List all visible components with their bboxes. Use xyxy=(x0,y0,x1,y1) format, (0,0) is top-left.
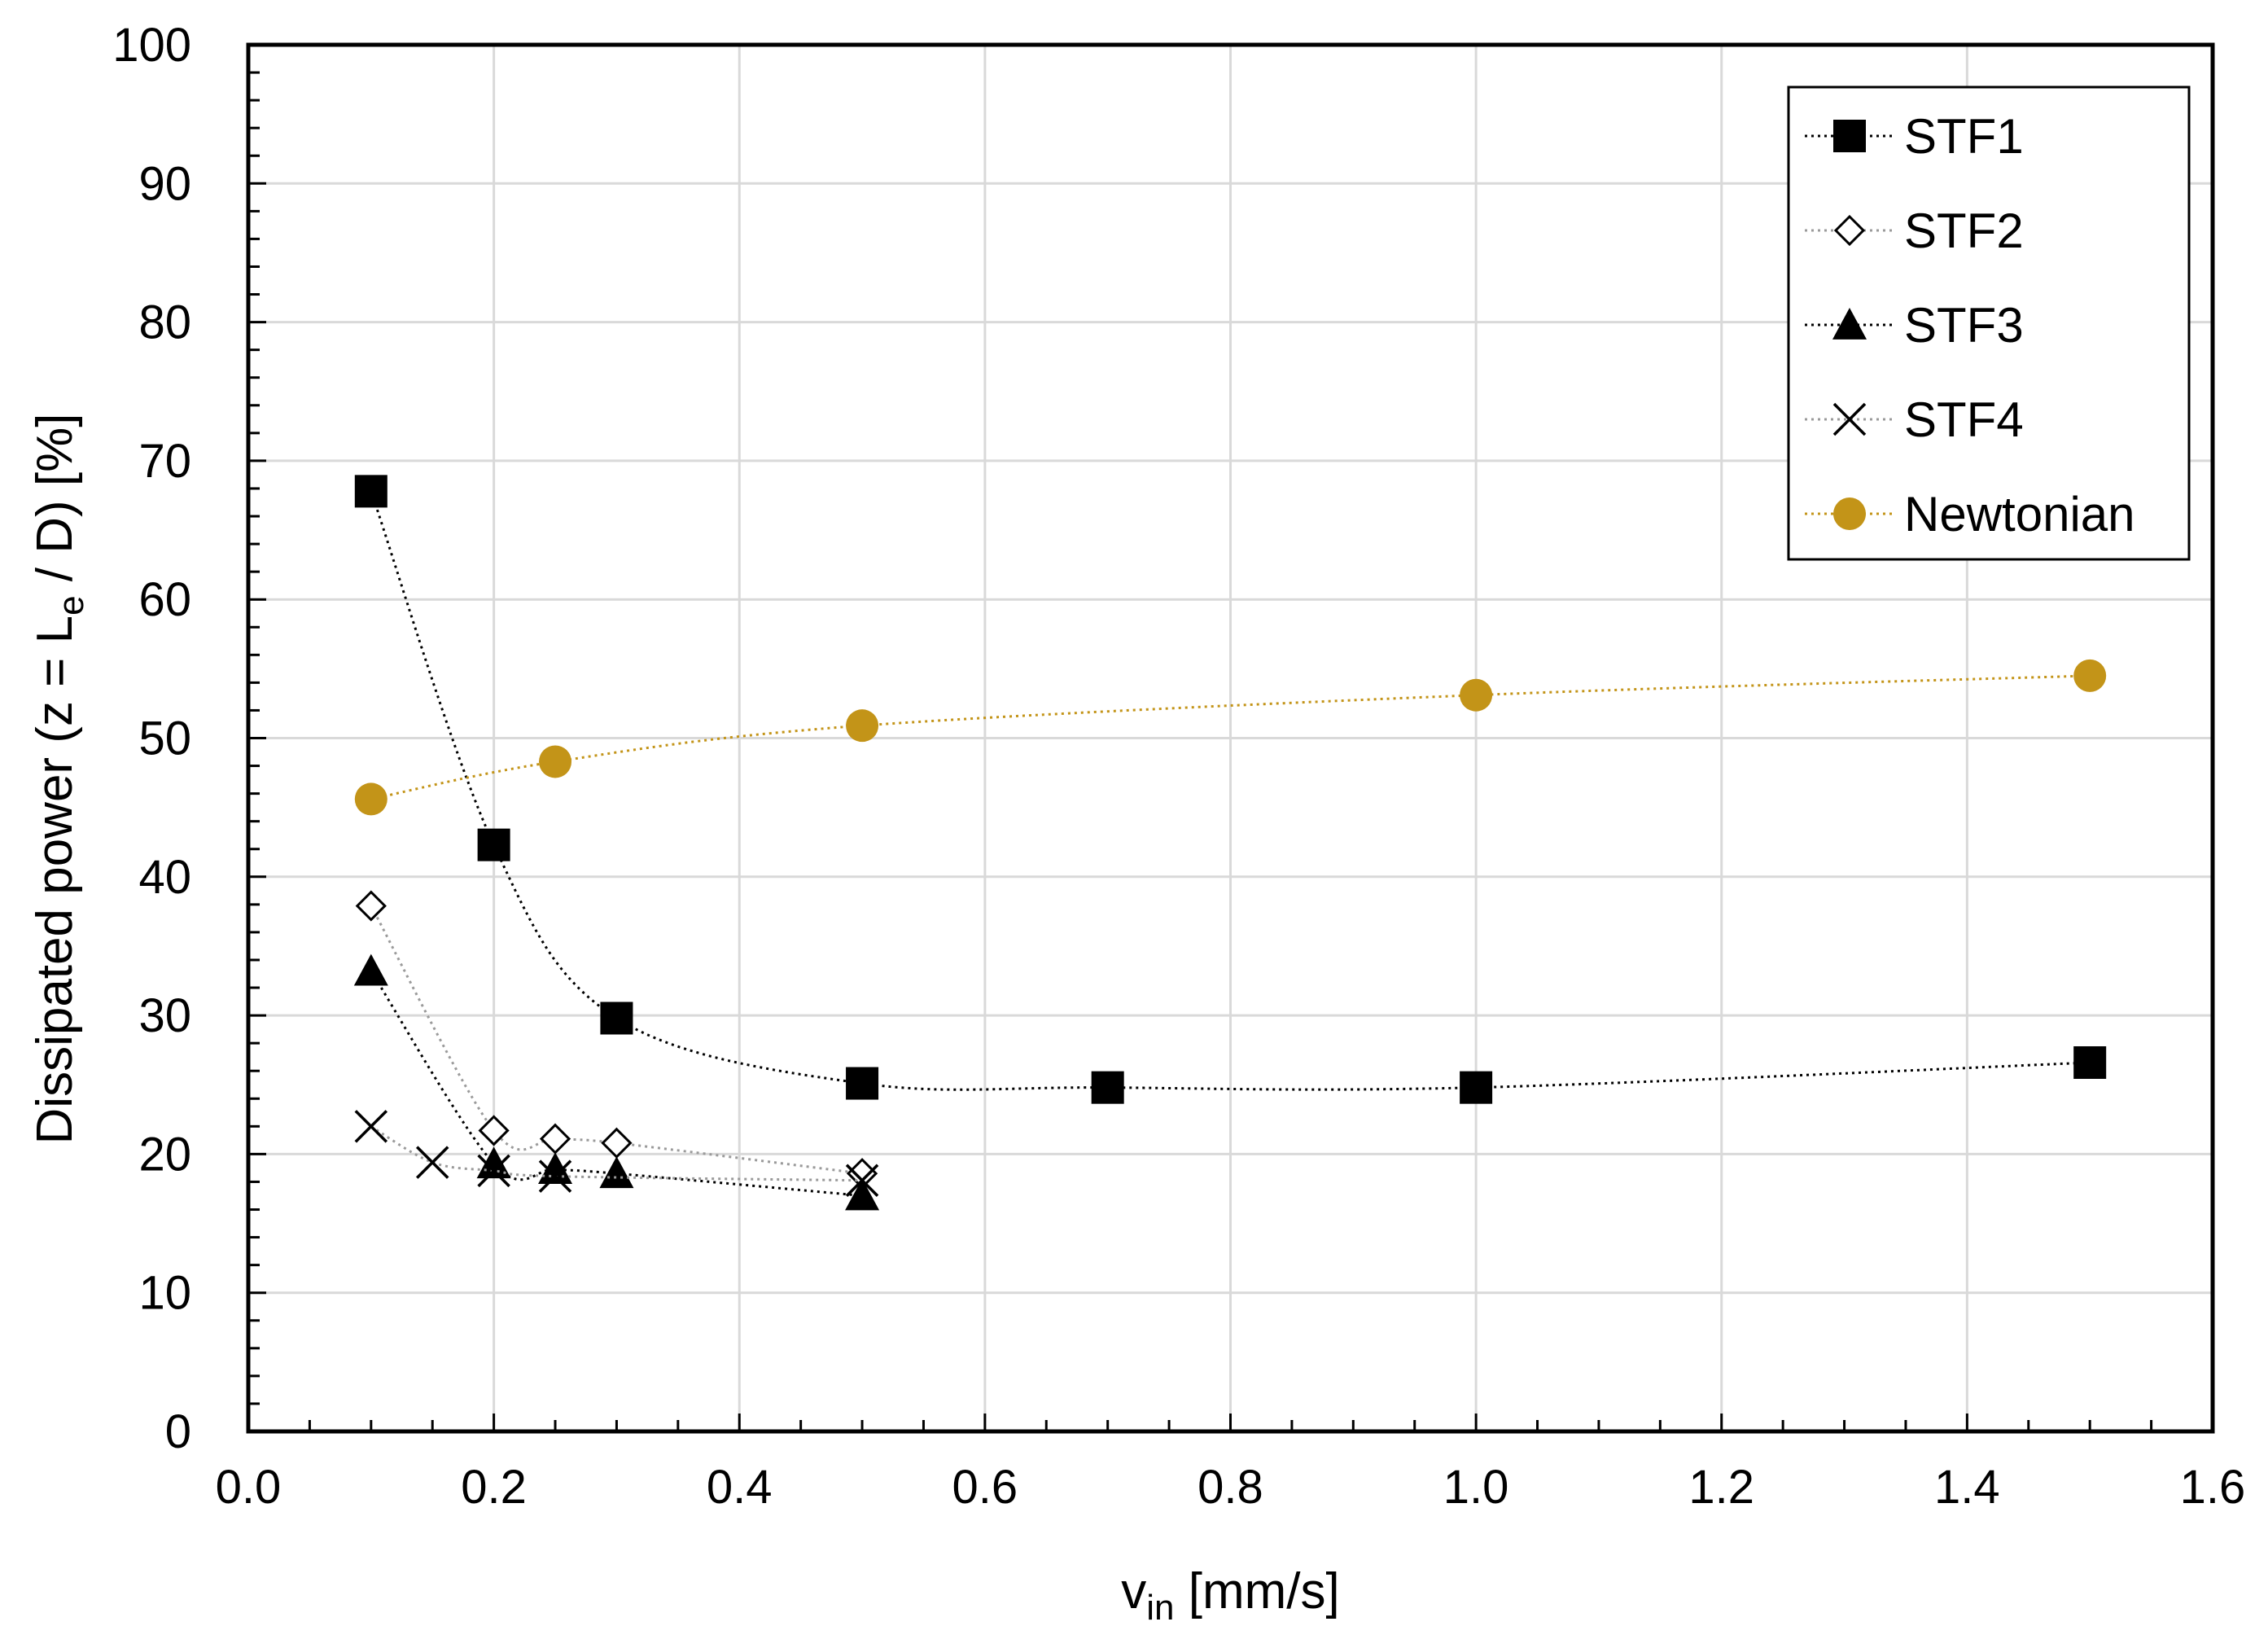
legend-label-newtonian: Newtonian xyxy=(1904,487,2135,541)
x-tick-label: 1.4 xyxy=(1934,1461,2000,1514)
data-point-newtonian xyxy=(354,782,387,816)
x-tick-label: 0.2 xyxy=(461,1461,527,1514)
x-axis-title-subscript: in xyxy=(1146,1588,1174,1628)
data-point-stf1 xyxy=(477,828,510,861)
data-point-stf3 xyxy=(599,1156,634,1189)
y-tick-label: 40 xyxy=(138,851,191,904)
legend-label-stf4: STF4 xyxy=(1904,392,2024,447)
legend-label-stf1: STF1 xyxy=(1904,109,2024,164)
data-point-stf3 xyxy=(845,1178,880,1211)
y-tick-label: 20 xyxy=(138,1128,191,1181)
legend-label-stf2: STF2 xyxy=(1904,204,2024,258)
data-point-stf1 xyxy=(1460,1071,1493,1104)
legend-marker-newtonian xyxy=(1833,497,1866,530)
y-tick-label: 50 xyxy=(138,712,191,765)
y-tick-label: 30 xyxy=(138,989,191,1042)
y-tick-label: 10 xyxy=(138,1267,191,1320)
legend-item-stf2: STF2 xyxy=(1805,204,2024,258)
y-tick-label: 70 xyxy=(138,435,191,488)
data-point-stf3 xyxy=(353,953,388,986)
x-tick-label: 0.0 xyxy=(216,1461,282,1514)
legend-marker-stf4 xyxy=(1832,402,1867,436)
series-layer xyxy=(353,475,2107,1211)
series-stf2 xyxy=(355,890,878,1190)
data-point-stf1 xyxy=(846,1067,879,1100)
y-tick-label: 0 xyxy=(165,1405,191,1458)
legend-item-newtonian: Newtonian xyxy=(1805,487,2135,541)
series-newtonian xyxy=(354,659,2107,816)
data-point-newtonian xyxy=(539,745,572,778)
y-tick-label: 100 xyxy=(112,19,191,72)
data-point-newtonian xyxy=(1460,678,1493,712)
y-axis-title-subscript: e xyxy=(51,595,91,615)
data-point-newtonian xyxy=(2073,659,2107,692)
data-point-newtonian xyxy=(846,709,879,743)
legend-marker-stf2 xyxy=(1833,214,1866,247)
data-point-stf4 xyxy=(354,1110,388,1143)
x-tick-label: 1.6 xyxy=(2180,1461,2246,1514)
y-tick-label: 60 xyxy=(138,573,191,626)
data-point-stf4 xyxy=(477,1154,510,1188)
series-stf4 xyxy=(354,1110,879,1197)
y-axis-title-rest: / D) [%] xyxy=(27,414,83,596)
data-point-stf1 xyxy=(2073,1046,2107,1080)
x-tick-label: 0.6 xyxy=(952,1461,1018,1514)
legend-item-stf4: STF4 xyxy=(1805,392,2024,447)
tick-labels: 0.0 0.2 0.4 0.6 0.8 1.0 1.2 1.4 1.6 0 10 20 30 40 50 60… xyxy=(112,19,2245,1514)
data-point-stf2 xyxy=(355,890,387,922)
y-axis-title-main: Dissipated power (z = L xyxy=(27,616,83,1145)
y-tick-label: 90 xyxy=(138,157,191,210)
legend: STF1 STF2 STF3 STF4 Newtonian xyxy=(1787,85,2191,561)
x-tick-label: 1.0 xyxy=(1443,1461,1509,1514)
legend-label-stf3: STF3 xyxy=(1904,298,2024,353)
x-axis-title-unit: [mm/s] xyxy=(1175,1563,1340,1620)
x-tick-label: 0.8 xyxy=(1197,1461,1263,1514)
x-axis-title-main: v xyxy=(1121,1563,1146,1620)
legend-item-stf1: STF1 xyxy=(1805,109,2024,164)
data-point-stf2 xyxy=(478,1115,510,1146)
series-stf1 xyxy=(354,475,2107,1104)
data-point-stf4 xyxy=(845,1164,879,1197)
legend-marker-stf3 xyxy=(1832,308,1867,340)
y-tick-label: 80 xyxy=(138,296,191,349)
x-tick-label: 1.2 xyxy=(1688,1461,1754,1514)
grid xyxy=(248,45,2213,1431)
data-point-stf1 xyxy=(354,475,387,508)
axis-ticks xyxy=(247,43,2214,1433)
data-point-stf1 xyxy=(600,1002,633,1035)
data-point-stf4 xyxy=(415,1146,449,1179)
x-tick-label: 0.4 xyxy=(707,1461,773,1514)
legend-item-stf3: STF3 xyxy=(1805,298,2024,353)
data-point-stf4 xyxy=(538,1159,572,1193)
y-axis-title: Dissipated power (z = Le / D) [%] xyxy=(27,414,91,1145)
legend-marker-stf1 xyxy=(1833,120,1866,152)
data-point-stf1 xyxy=(1091,1071,1124,1104)
x-axis-title: vin [mm/s] xyxy=(1121,1563,1339,1628)
